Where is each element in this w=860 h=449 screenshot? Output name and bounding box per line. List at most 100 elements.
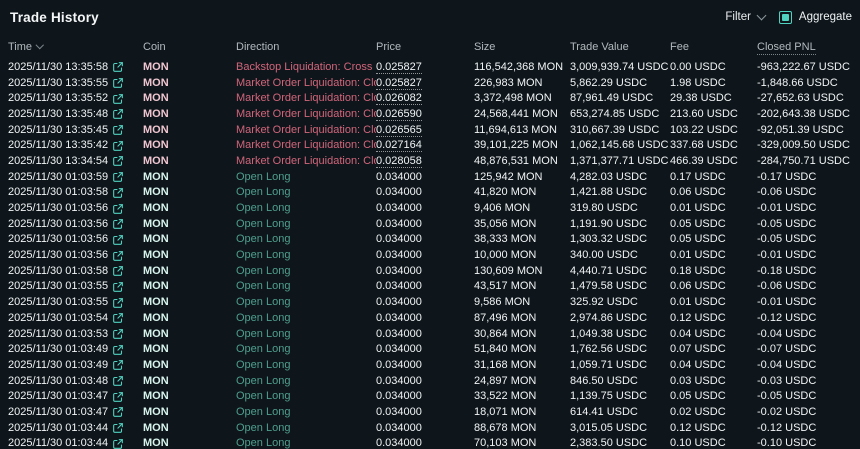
trade-fee: 0.04 USDC bbox=[670, 327, 726, 340]
external-link-icon[interactable] bbox=[113, 109, 123, 120]
external-link-icon[interactable] bbox=[113, 78, 123, 88]
trade-time: 2025/11/30 13:35:52 bbox=[8, 92, 109, 105]
trade-coin: MON bbox=[143, 233, 169, 246]
trade-direction: Backstop Liquidation: Cross Long bbox=[236, 60, 376, 73]
external-link-icon[interactable] bbox=[113, 203, 123, 214]
trade-time: 2025/11/30 01:03:56 bbox=[8, 202, 109, 215]
external-link-icon[interactable] bbox=[113, 297, 123, 308]
trade-row: 2025/11/30 01:03:47 MON Open Long 0.0340… bbox=[0, 388, 860, 404]
trade-time: 2025/11/30 01:03:58 bbox=[8, 264, 109, 277]
aggregate-toggle[interactable]: Aggregate bbox=[778, 10, 852, 24]
trade-direction: Open Long bbox=[236, 405, 291, 418]
trade-size: 9,406 MON bbox=[474, 202, 531, 215]
title-bar: Trade History Filter Aggregate bbox=[0, 0, 860, 30]
trade-value: 846.50 USDC bbox=[570, 374, 638, 387]
col-header-time[interactable]: Time bbox=[8, 41, 143, 53]
trade-size: 33,522 MON bbox=[474, 390, 537, 403]
trade-coin: MON bbox=[143, 280, 169, 293]
external-link-icon[interactable] bbox=[113, 187, 123, 198]
trade-value: 2,383.50 USDC bbox=[570, 437, 648, 449]
trade-price[interactable]: 0.026590 bbox=[376, 107, 422, 121]
trade-value: 1,303.32 USDC bbox=[570, 233, 648, 246]
trade-price: 0.034000 bbox=[376, 358, 422, 371]
trade-value: 1,479.58 USDC bbox=[570, 280, 648, 293]
external-link-icon[interactable] bbox=[113, 156, 123, 167]
trade-coin: MON bbox=[143, 186, 169, 199]
trade-price: 0.034000 bbox=[376, 202, 422, 215]
trade-size: 116,542,368 MON bbox=[474, 60, 564, 73]
trade-price[interactable]: 0.026082 bbox=[376, 92, 422, 106]
trade-size: 43,517 MON bbox=[474, 280, 537, 293]
trade-row: 2025/11/30 01:03:53 MON Open Long 0.0340… bbox=[0, 326, 860, 342]
trade-closed-pnl: -0.05 USDC bbox=[757, 217, 817, 230]
trade-size: 9,586 MON bbox=[474, 296, 531, 309]
col-header-closed-pnl[interactable]: Closed PNL bbox=[757, 40, 816, 55]
trade-price: 0.034000 bbox=[376, 249, 422, 262]
trade-price[interactable]: 0.025827 bbox=[376, 76, 422, 90]
trade-fee: 0.01 USDC bbox=[670, 296, 726, 309]
trade-fee: 1.98 USDC bbox=[670, 76, 726, 89]
trade-size: 130,609 MON bbox=[474, 264, 543, 277]
trade-direction: Open Long bbox=[236, 249, 291, 262]
page-title: Trade History bbox=[10, 9, 99, 25]
external-link-icon[interactable] bbox=[113, 391, 123, 402]
trade-fee: 0.07 USDC bbox=[670, 343, 726, 356]
external-link-icon[interactable] bbox=[113, 282, 123, 292]
trade-price[interactable]: 0.025827 bbox=[376, 60, 422, 74]
external-link-icon[interactable] bbox=[113, 266, 123, 277]
aggregate-checkbox[interactable] bbox=[778, 10, 792, 24]
trade-fee: 213.60 USDC bbox=[670, 107, 738, 120]
external-link-icon[interactable] bbox=[113, 140, 123, 151]
external-link-icon[interactable] bbox=[113, 172, 123, 183]
trade-row: 2025/11/30 01:03:59 MON Open Long 0.0340… bbox=[0, 169, 860, 185]
trade-coin: MON bbox=[143, 249, 169, 262]
filter-dropdown[interactable]: Filter bbox=[725, 10, 767, 23]
trade-coin: MON bbox=[143, 139, 169, 152]
trade-fee: 103.22 USDC bbox=[670, 123, 738, 136]
trade-price: 0.034000 bbox=[376, 390, 422, 403]
trade-row: 2025/11/30 01:03:56 MON Open Long 0.0340… bbox=[0, 232, 860, 248]
trade-direction: Open Long bbox=[236, 421, 291, 434]
external-link-icon[interactable] bbox=[113, 313, 123, 324]
trade-coin: MON bbox=[143, 374, 169, 387]
external-link-icon[interactable] bbox=[113, 407, 123, 418]
trade-price: 0.034000 bbox=[376, 233, 422, 246]
trade-coin: MON bbox=[143, 358, 169, 371]
external-link-icon[interactable] bbox=[113, 235, 123, 245]
trade-row: 2025/11/30 13:35:52 MON Market Order Liq… bbox=[0, 90, 860, 106]
trade-closed-pnl: -0.04 USDC bbox=[757, 327, 817, 340]
trade-price[interactable]: 0.028058 bbox=[376, 154, 422, 168]
trade-size: 70,103 MON bbox=[474, 437, 537, 449]
trade-fee: 0.02 USDC bbox=[670, 405, 726, 418]
trade-row: 2025/11/30 01:03:56 MON Open Long 0.0340… bbox=[0, 216, 860, 232]
trade-closed-pnl: -0.12 USDC bbox=[757, 311, 817, 324]
trade-size: 31,168 MON bbox=[474, 358, 537, 371]
trade-direction: Open Long bbox=[236, 358, 291, 371]
trade-closed-pnl: -963,222.67 USDC bbox=[757, 60, 850, 73]
external-link-icon[interactable] bbox=[113, 360, 123, 371]
trade-fee: 0.12 USDC bbox=[670, 311, 726, 324]
external-link-icon[interactable] bbox=[113, 438, 123, 449]
col-header-fee: Fee bbox=[670, 40, 689, 53]
external-link-icon[interactable] bbox=[113, 219, 123, 230]
trade-row: 2025/11/30 01:03:47 MON Open Long 0.0340… bbox=[0, 404, 860, 420]
trade-coin: MON bbox=[143, 264, 169, 277]
external-link-icon[interactable] bbox=[113, 93, 123, 104]
external-link-icon[interactable] bbox=[113, 250, 123, 261]
trade-time: 2025/11/30 01:03:56 bbox=[8, 233, 109, 246]
trade-closed-pnl: -0.10 USDC bbox=[757, 437, 817, 449]
external-link-icon[interactable] bbox=[113, 376, 123, 386]
external-link-icon[interactable] bbox=[113, 344, 123, 355]
sort-chevron-down-icon bbox=[35, 41, 44, 49]
trade-row: 2025/11/30 01:03:49 MON Open Long 0.0340… bbox=[0, 357, 860, 373]
trade-value: 2,974.86 USDC bbox=[570, 311, 648, 324]
external-link-icon[interactable] bbox=[113, 423, 123, 434]
trade-price[interactable]: 0.026565 bbox=[376, 123, 422, 137]
trade-value: 1,049.38 USDC bbox=[570, 327, 648, 340]
external-link-icon[interactable] bbox=[113, 125, 123, 135]
external-link-icon[interactable] bbox=[113, 62, 123, 73]
trade-row: 2025/11/30 01:03:44 MON Open Long 0.0340… bbox=[0, 420, 860, 436]
trade-price[interactable]: 0.027164 bbox=[376, 139, 422, 153]
trade-price: 0.034000 bbox=[376, 327, 422, 340]
external-link-icon[interactable] bbox=[113, 329, 123, 339]
